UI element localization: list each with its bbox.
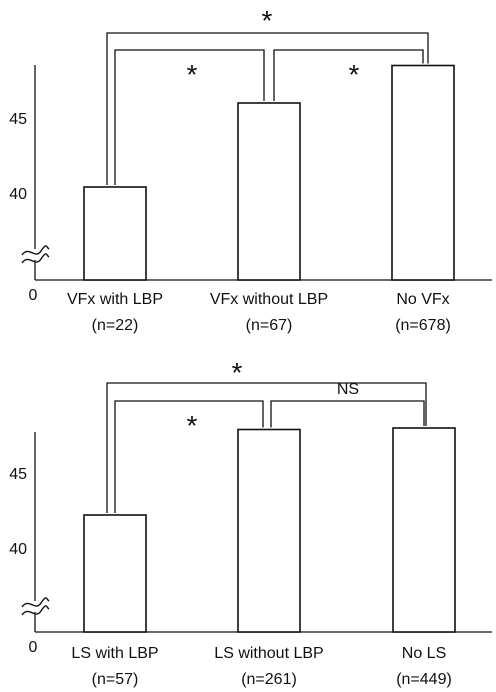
category-label: VFx without LBP — [210, 291, 328, 308]
axis-break-mark — [21, 253, 50, 264]
significance-marker: * — [262, 5, 273, 36]
y-tick-label: 45 — [9, 111, 27, 128]
category-label: No LS — [402, 645, 446, 662]
y-tick-label-zero: 0 — [29, 639, 38, 656]
significance-bracket — [114, 49, 265, 185]
bar — [237, 428, 301, 633]
axis-break-mark — [21, 605, 50, 616]
axis-break-mark — [21, 597, 50, 608]
sample-size-label: (n=67) — [246, 317, 293, 334]
sample-size-label: (n=57) — [92, 671, 139, 688]
y-tick-label: 45 — [9, 466, 27, 483]
bar — [392, 427, 456, 633]
significance-bracket — [273, 49, 424, 101]
axis-break-mark — [21, 245, 50, 256]
bar — [83, 514, 147, 633]
y-tick-label-zero: 0 — [29, 287, 38, 304]
significance-marker: * — [187, 59, 198, 90]
y-tick-label: 40 — [9, 541, 27, 558]
category-label: No VFx — [396, 291, 449, 308]
bar — [391, 64, 455, 281]
sample-size-label: (n=678) — [395, 317, 451, 334]
y-tick-label: 40 — [9, 186, 27, 203]
sample-size-label: (n=261) — [241, 671, 297, 688]
sample-size-label: (n=22) — [92, 317, 139, 334]
category-label: LS with LBP — [71, 645, 158, 662]
significance-marker: * — [187, 410, 198, 441]
significance-marker: * — [349, 59, 360, 90]
category-label: LS without LBP — [214, 645, 323, 662]
significance-bracket — [114, 400, 264, 513]
sample-size-label: (n=449) — [396, 671, 452, 688]
bar — [237, 102, 301, 281]
significance-bracket — [106, 32, 429, 185]
category-label: VFx with LBP — [67, 291, 163, 308]
bar — [83, 186, 147, 281]
significance-marker: * — [232, 357, 243, 388]
significance-bracket — [270, 400, 425, 428]
significance-bracket — [106, 382, 427, 513]
significance-marker: NS — [337, 381, 359, 398]
